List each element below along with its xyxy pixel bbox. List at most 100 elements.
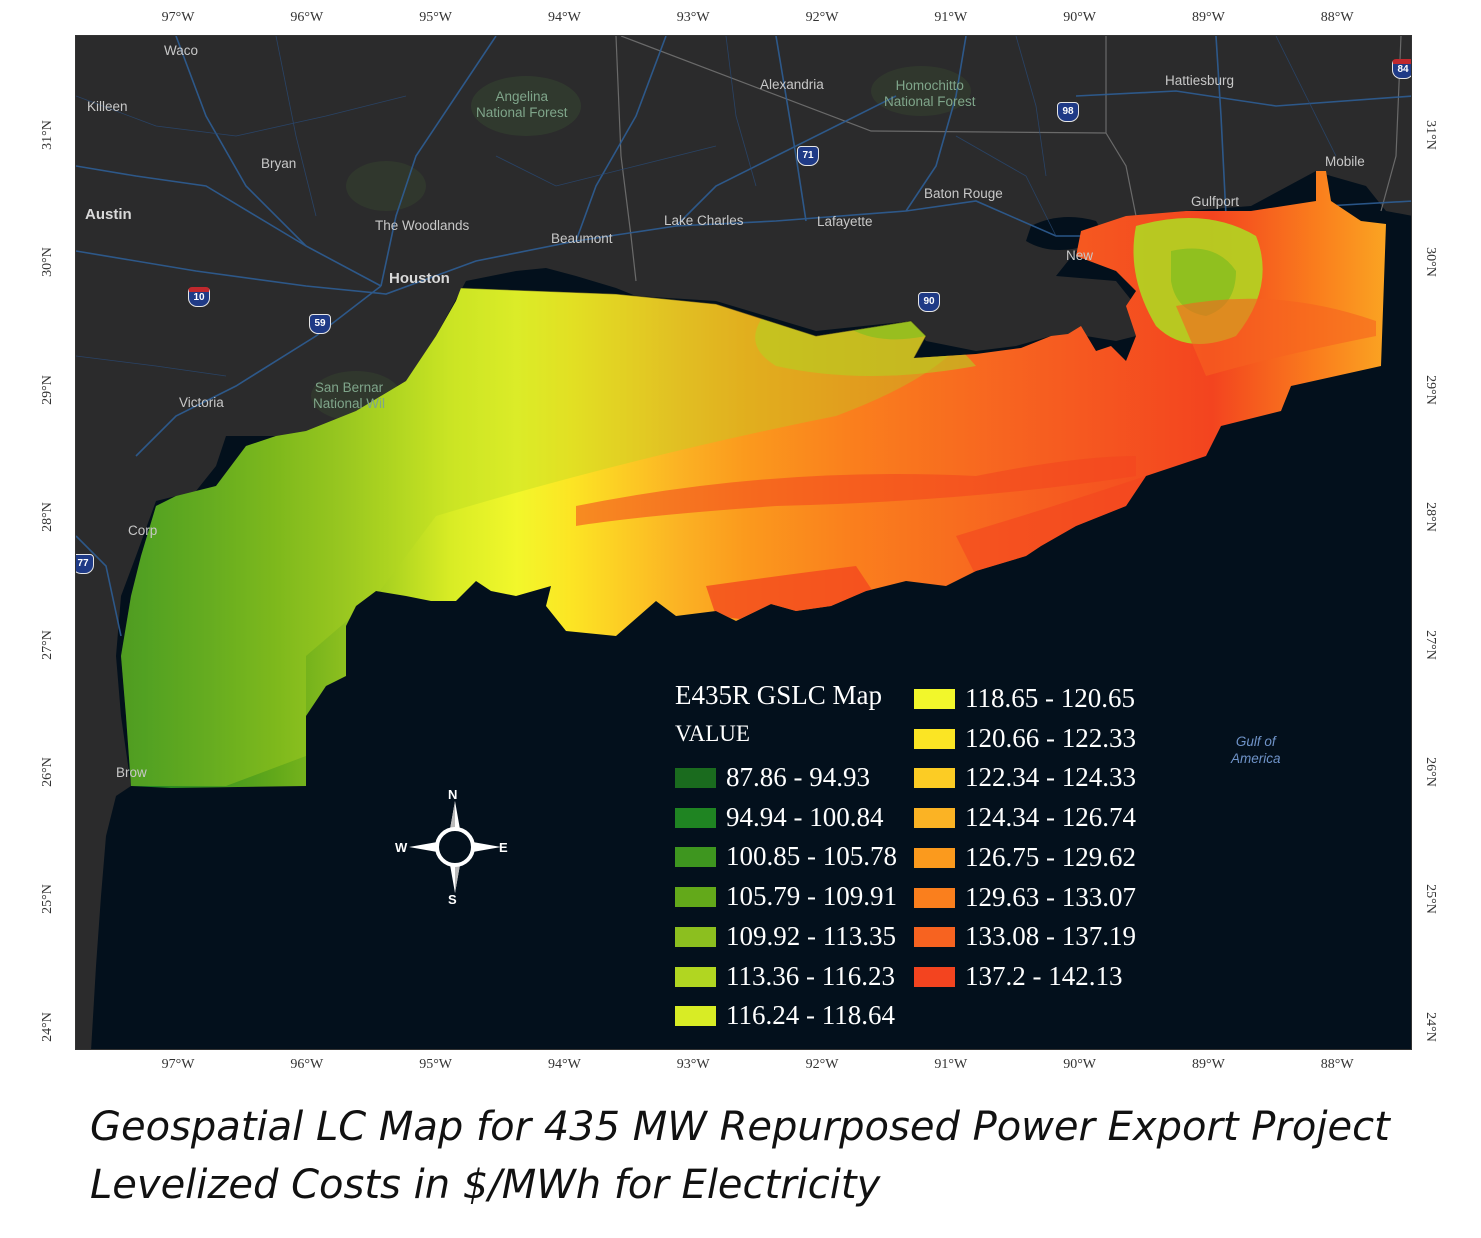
- figure-caption: Geospatial LC Map for 435 MW Repurposed …: [90, 1098, 1390, 1214]
- longitude-tick-top: 91°W: [934, 10, 968, 25]
- legend-item: 137.2 - 142.13: [914, 961, 1154, 991]
- place-label-houston: Houston: [389, 270, 450, 287]
- latitude-tick-left: 26°N: [40, 757, 55, 787]
- caption-line-2: Levelized Costs in $/MWh for Electricity: [90, 1162, 881, 1208]
- map-frame[interactable]: Waco Killeen Bryan Austin The Woodlands …: [75, 35, 1412, 1050]
- place-label-hattiesburg: Hattiesburg: [1165, 73, 1235, 88]
- compass-e: E: [499, 840, 508, 855]
- legend-item: 105.79 - 109.91: [675, 881, 915, 911]
- latitude-tick-right: 26°N: [1423, 757, 1438, 787]
- latitude-tick-left: 30°N: [40, 247, 55, 278]
- place-label-new-orleans: New: [1066, 248, 1094, 263]
- legend-swatch: [914, 927, 955, 948]
- latitude-tick-right: 28°N: [1423, 502, 1438, 533]
- longitude-tick-top: 92°W: [805, 10, 839, 25]
- longitude-tick-bottom: 88°W: [1320, 1057, 1354, 1072]
- latitude-tick-left: 29°N: [40, 374, 55, 405]
- land-mass: [76, 36, 1411, 1049]
- latitude-tick-left: 25°N: [40, 884, 55, 915]
- legend-item: 118.65 - 120.65: [914, 683, 1154, 713]
- legend-item: 94.94 - 100.84: [675, 802, 915, 832]
- place-label-baton-rouge: Baton Rouge: [924, 186, 1003, 201]
- highway-shield-i84: 84: [1392, 59, 1411, 79]
- place-label-bryan: Bryan: [261, 156, 297, 171]
- legend-item: 113.36 - 116.23: [675, 961, 915, 991]
- latitude-tick-right: 25°N: [1423, 884, 1438, 915]
- legend-swatch: [914, 689, 955, 709]
- latitude-tick-right: 31°N: [1423, 120, 1438, 150]
- compass-w: W: [395, 840, 408, 855]
- legend-label: 113.36 - 116.23: [726, 960, 895, 991]
- longitude-tick-top: 95°W: [419, 10, 452, 25]
- place-label-waco: Waco: [164, 43, 199, 58]
- place-label-victoria: Victoria: [179, 395, 224, 410]
- place-label-the-woodlands: The Woodlands: [375, 218, 470, 233]
- place-label-lafayette: Lafayette: [817, 214, 873, 229]
- legend-label: 116.24 - 118.64: [726, 1000, 895, 1031]
- legend-item: 109.92 - 113.35: [675, 921, 915, 951]
- compass-s: S: [448, 892, 457, 907]
- longitude-tick-bottom: 90°W: [1063, 1057, 1096, 1072]
- place-label-mobile: Mobile: [1325, 154, 1365, 169]
- latitude-tick-left: 31°N: [40, 120, 55, 150]
- place-label-beaumont: Beaumont: [551, 231, 613, 246]
- place-label-brownsville: Brow: [116, 765, 147, 780]
- legend-label: 126.75 - 129.62: [965, 841, 1136, 872]
- latitude-tick-right: 29°N: [1423, 374, 1438, 405]
- legend-label: 124.34 - 126.74: [965, 802, 1136, 833]
- place-label-alexandria: Alexandria: [760, 77, 824, 92]
- place-label-austin: Austin: [85, 206, 132, 223]
- longitude-tick-top: 93°W: [676, 10, 710, 25]
- legend-label: 109.92 - 113.35: [726, 920, 896, 951]
- legend-swatch: [675, 807, 716, 828]
- place-label-killeen: Killeen: [87, 99, 128, 114]
- north-arrow: N S E W: [395, 787, 515, 907]
- longitude-tick-top: 97°W: [161, 10, 195, 25]
- longitude-tick-top: 94°W: [547, 10, 581, 25]
- longitude-tick-top: 90°W: [1063, 10, 1096, 25]
- legend-field: VALUE: [675, 721, 750, 746]
- legend-swatch: [914, 847, 955, 868]
- legend-swatch: [675, 847, 716, 868]
- highway-shield-us90: 90: [918, 292, 940, 312]
- legend-swatch: [914, 728, 955, 749]
- latitude-tick-left: 28°N: [40, 502, 55, 533]
- highway-shield-us98: 98: [1057, 102, 1079, 122]
- legend-item: 122.34 - 124.33: [914, 762, 1154, 792]
- legend-swatch: [675, 887, 716, 908]
- longitude-tick-bottom: 95°W: [419, 1057, 452, 1072]
- legend-swatch: [914, 887, 955, 908]
- place-label-lake-charles: Lake Charles: [664, 213, 744, 228]
- legend-swatch: [914, 808, 955, 829]
- legend-title: E435R GSLC Map: [675, 680, 883, 710]
- longitude-tick-top: 96°W: [290, 10, 324, 25]
- legend-item: 120.66 - 122.33: [914, 723, 1154, 753]
- legend-swatch: [914, 966, 955, 987]
- legend-swatch: [675, 966, 716, 987]
- highway-shield-77: 77: [76, 554, 94, 574]
- legend-item: 133.08 - 137.19: [914, 921, 1154, 951]
- latitude-tick-right: 27°N: [1423, 629, 1438, 660]
- latitude-tick-right: 30°N: [1423, 247, 1438, 278]
- legend-label: 118.65 - 120.65: [965, 683, 1135, 713]
- place-label-corpus-christi: Corp: [128, 523, 158, 538]
- legend-label: 133.08 - 137.19: [965, 921, 1136, 952]
- latitude-tick-left: 24°N: [40, 1011, 55, 1042]
- caption-line-1: Geospatial LC Map for 435 MW Repurposed …: [90, 1104, 1390, 1150]
- longitude-tick-bottom: 97°W: [161, 1057, 195, 1072]
- compass-n: N: [448, 787, 458, 802]
- latitude-tick-right: 24°N: [1423, 1011, 1438, 1042]
- longitude-tick-top: 89°W: [1191, 10, 1225, 25]
- legend-label: 120.66 - 122.33: [965, 722, 1136, 753]
- legend-label: 137.2 - 142.13: [965, 960, 1123, 991]
- legend-item: 116.24 - 118.64: [675, 1000, 915, 1030]
- forest-label-homochitto: Homochitto National Forest: [884, 78, 976, 109]
- highway-shield-us59: 59: [309, 314, 331, 334]
- longitude-tick-bottom: 96°W: [290, 1057, 324, 1072]
- longitude-tick-bottom: 89°W: [1191, 1057, 1225, 1072]
- legend-label: 87.86 - 94.93: [726, 762, 870, 792]
- latitude-tick-left: 27°N: [40, 629, 55, 660]
- longitude-tick-bottom: 91°W: [934, 1057, 968, 1072]
- highway-shield-i10: 10: [188, 287, 210, 307]
- longitude-tick-bottom: 94°W: [547, 1057, 581, 1072]
